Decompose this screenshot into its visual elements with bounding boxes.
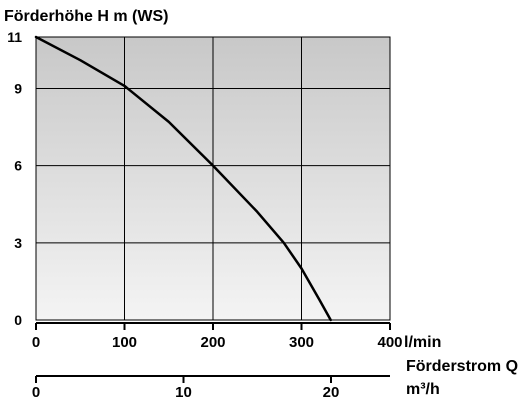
y-tick-label: 3 [14, 235, 22, 251]
y-tick-label: 0 [14, 312, 22, 328]
x-ticks-secondary: 0 10 20 [32, 376, 340, 400]
y-axis-title: Förderhöhe H m (WS) [4, 8, 168, 25]
x-tick-label-secondary: 10 [175, 384, 192, 400]
x-axis-title: Förderstrom Q [406, 358, 518, 375]
x-tick-label-secondary: 0 [32, 384, 40, 400]
x-tick-label-primary: 400 [377, 334, 402, 351]
x-ticks-primary: 0 100 200 300 400 [32, 323, 403, 351]
x-tick-label-primary: 0 [32, 334, 40, 351]
y-tick-label: 11 [7, 29, 22, 45]
x-axis-unit-primary: l/min [404, 334, 441, 351]
series-group [34, 35, 332, 322]
series-line [34, 35, 332, 322]
x-tick-label-primary: 300 [289, 334, 314, 351]
y-tick-label: 9 [14, 80, 22, 96]
y-tick-label: 6 [14, 158, 22, 174]
x-tick-label-primary: 100 [112, 334, 137, 351]
x-axis-unit-secondary: m³/h [406, 381, 440, 398]
grid-lines [36, 37, 390, 320]
y-tick-labels: 0 3 6 9 11 [7, 29, 22, 328]
x-tick-label-primary: 200 [200, 334, 225, 351]
x-tick-label-secondary: 20 [323, 384, 340, 400]
